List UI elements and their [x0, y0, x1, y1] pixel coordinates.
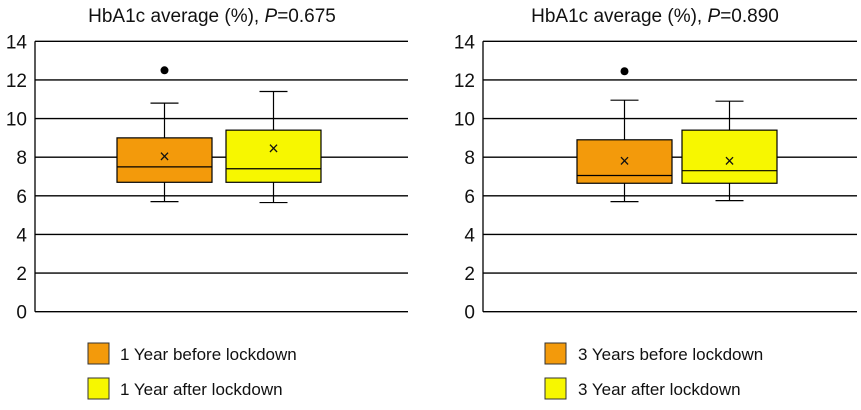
y-tick-label: 14	[454, 32, 476, 53]
outlier-point	[620, 67, 629, 76]
chart-panel-1: HbA1c average (%), P=0.675 0 2 4 6 8 10 12 14 × 1 …	[6, 6, 408, 400]
box-1: ×	[116, 66, 213, 203]
mean-marker: ×	[619, 151, 630, 171]
box-2: ×	[225, 90, 322, 204]
chart-title: HbA1c average (%), P=0.890	[531, 6, 779, 27]
box-iqr	[116, 137, 213, 183]
box-iqr	[681, 129, 778, 184]
p-value: =0.890	[720, 6, 779, 27]
y-tick-label: 2	[464, 264, 475, 285]
legend-label: 3 Years before lockdown	[578, 345, 763, 364]
p-value: =0.675	[277, 6, 336, 27]
box-iqr	[225, 129, 322, 183]
y-tick-label: 4	[16, 225, 27, 246]
y-tick-label: 0	[16, 303, 27, 324]
legend-label: 3 Year after lockdown	[578, 380, 741, 399]
chart-title: HbA1c average (%), P=0.675	[88, 6, 336, 27]
y-tick-label: 2	[16, 264, 27, 285]
mean-marker: ×	[724, 151, 735, 171]
box-2: ×	[681, 100, 778, 202]
y-tick-label: 6	[464, 187, 475, 208]
legend-swatch	[87, 377, 110, 400]
p-label: P	[265, 6, 278, 27]
mean-marker: ×	[159, 146, 170, 166]
y-tick-label: 12	[454, 71, 475, 92]
chart-panel-2: HbA1c average (%), P=0.890 0 2 4 6 8 10 12 14 × 3 …	[454, 6, 857, 400]
legend-label: 1 Year before lockdown	[120, 345, 297, 364]
legend-swatch	[87, 342, 110, 365]
y-tick-label: 6	[16, 187, 27, 208]
box-1: ×	[576, 67, 673, 203]
y-tick-label: 8	[464, 148, 475, 169]
y-tick-label: 0	[464, 303, 475, 324]
legend-swatch	[544, 377, 567, 400]
outlier-point	[160, 66, 169, 75]
title-text: HbA1c average (%),	[531, 6, 707, 27]
y-tick-label: 14	[6, 32, 28, 53]
y-tick-label: 10	[6, 110, 27, 131]
p-label: P	[708, 6, 721, 27]
legend-swatch	[544, 342, 567, 365]
title-text: HbA1c average (%),	[88, 6, 264, 27]
legend-label: 1 Year after lockdown	[120, 380, 283, 399]
y-tick-label: 8	[16, 148, 27, 169]
y-tick-label: 10	[454, 110, 475, 131]
y-tick-label: 12	[6, 71, 27, 92]
y-tick-label: 4	[464, 225, 475, 246]
mean-marker: ×	[268, 139, 279, 159]
